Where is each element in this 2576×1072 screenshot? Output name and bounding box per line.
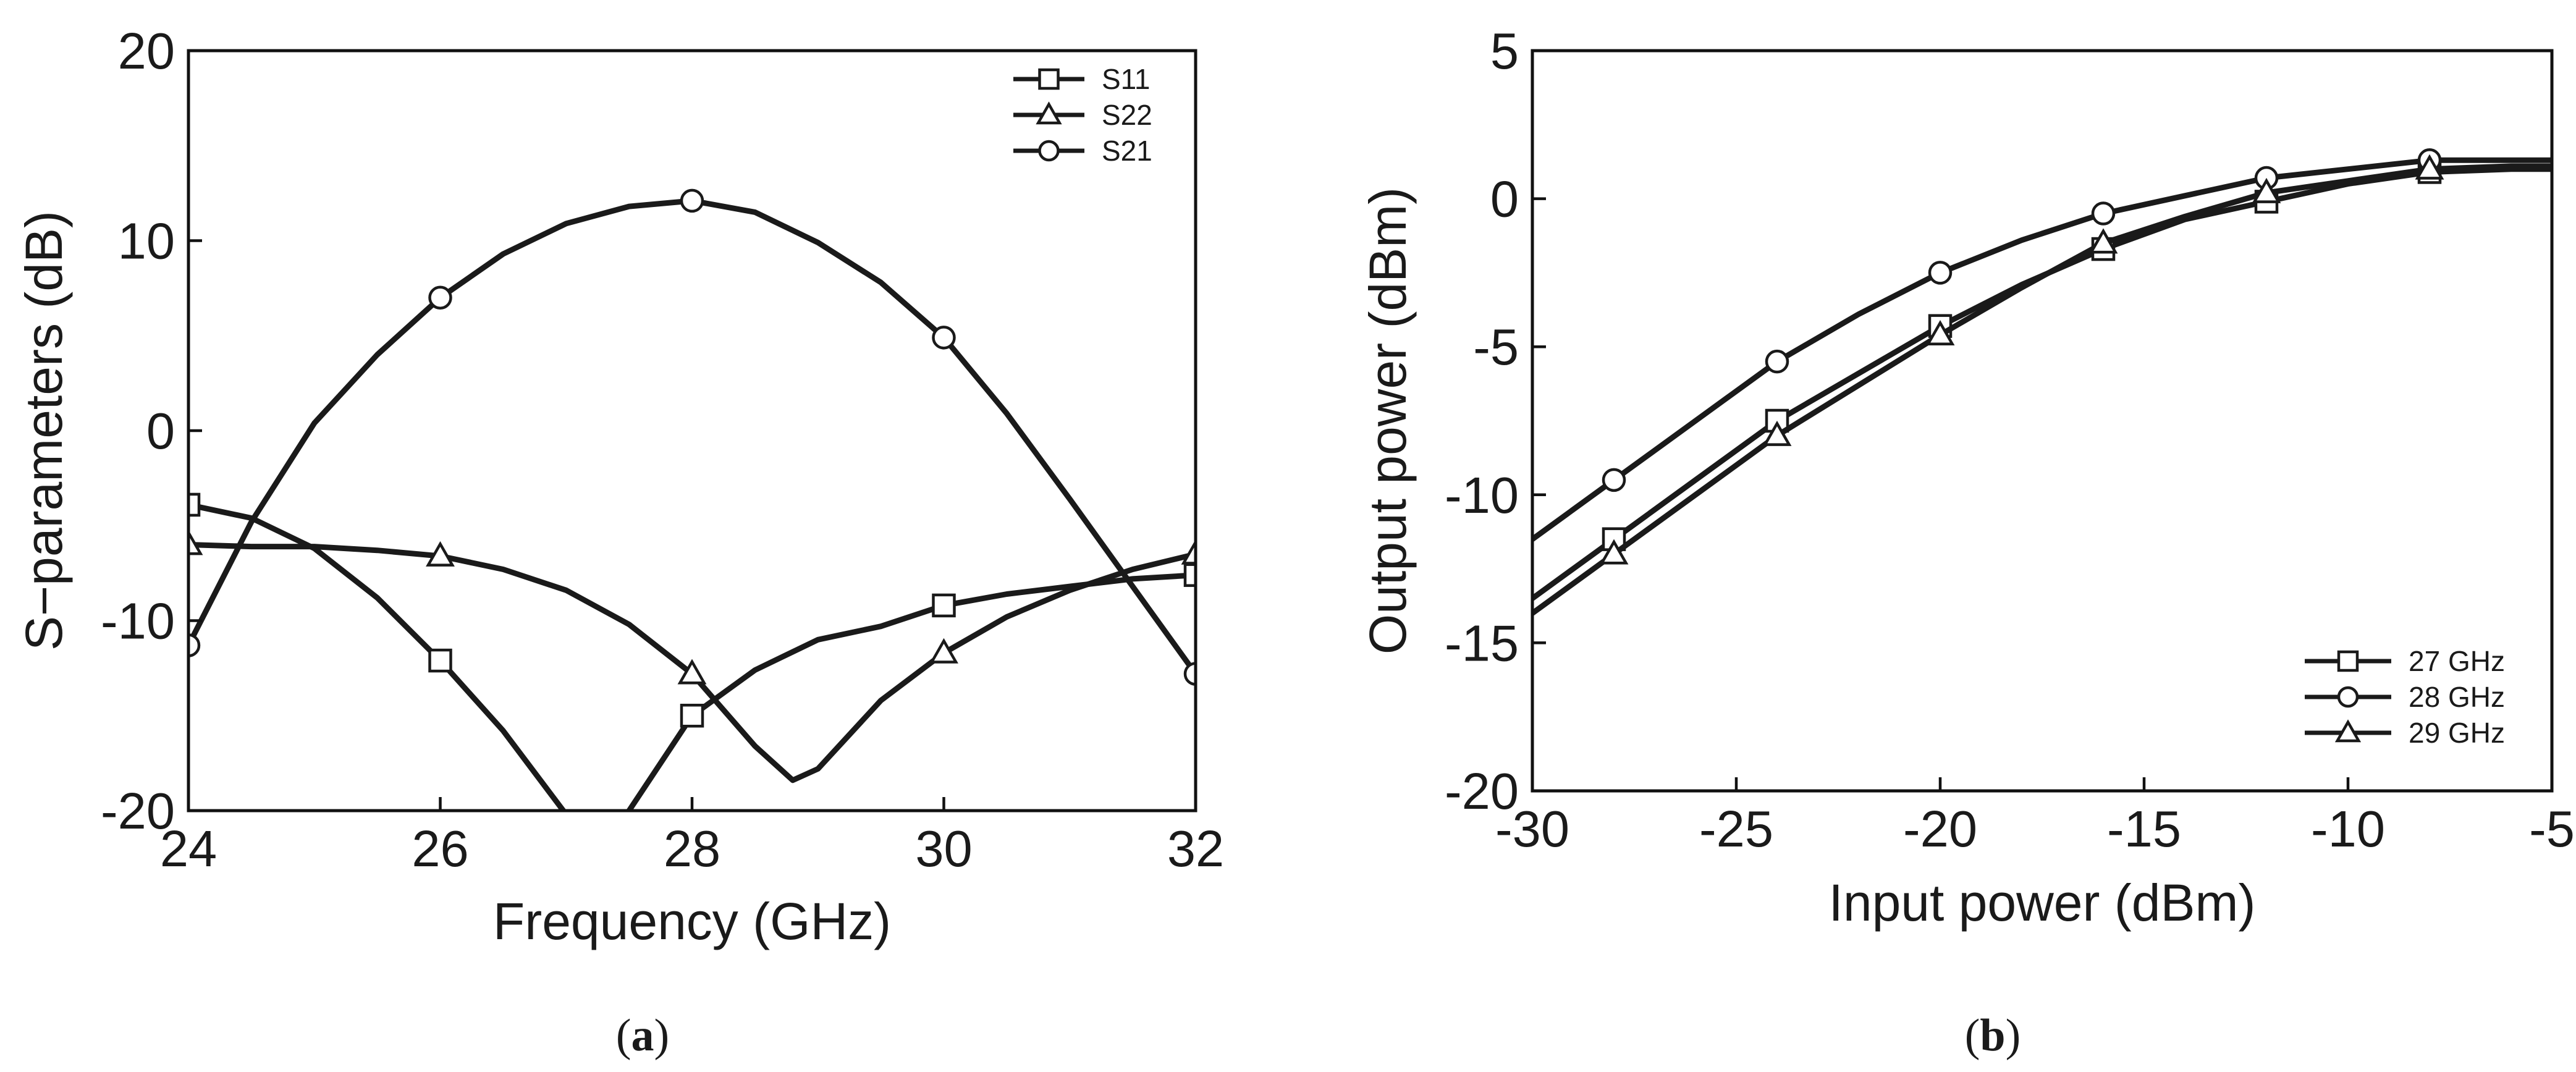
series-29-ghz-line: [1532, 163, 2552, 616]
x-tick-label: -20: [1903, 800, 1977, 858]
series-29-ghz-point: [2415, 154, 2444, 180]
y-tick-label: -10: [101, 593, 175, 650]
legend-s22-label: S22: [1102, 99, 1152, 131]
y-tick-label: -20: [101, 782, 175, 840]
series-28-ghz-point: [1765, 349, 1789, 374]
panel-a-caption: (a): [616, 1010, 669, 1061]
panel-a-x-axis-label: Frequency (GHz): [493, 892, 891, 950]
series-s22-point: [929, 638, 958, 664]
panel-b-y-axis-label: Output power (dBm): [1359, 187, 1417, 654]
x-tick-label: 30: [915, 820, 972, 877]
series-29-ghz-point: [2088, 228, 2118, 254]
x-tick-label: 26: [412, 820, 468, 877]
panel-b-axes-frame: [1531, 49, 2554, 793]
x-tick-label: 28: [664, 820, 720, 877]
panel-b-power-chart: -30 -25 -20 -15 -10 -5 -20 -15 -10 -5 0 5 Input pow…: [1359, 22, 2575, 1061]
series-s11-point: [680, 704, 704, 728]
panel-a-legend: S11 S22 S21: [1013, 63, 1152, 167]
series-28-ghz-point: [1602, 468, 1626, 492]
panel-a-s-parameters-chart: 24 26 28 30 32 -20 -10 0 10 20 Frequency (GHz) S−…: [15, 22, 1224, 1061]
y-tick-label: 20: [118, 22, 175, 80]
y-tick-label: -20: [1445, 762, 1519, 820]
series-s11-point: [1183, 563, 1196, 587]
y-tick-label: -5: [1473, 318, 1519, 376]
y-tick-label: 0: [146, 402, 175, 460]
legend-29-ghz-label: 29 GHz: [2409, 717, 2505, 749]
legend-28-ghz-marker: [2337, 686, 2359, 708]
panel-a-plot-area: [188, 188, 1196, 811]
panel-b-caption: (b): [1965, 1010, 2021, 1061]
legend-s11-label: S11: [1102, 63, 1150, 95]
legend-27-ghz-marker: [2337, 650, 2359, 672]
series-s21-point: [932, 326, 956, 350]
series-s22-line: [188, 542, 1196, 783]
x-tick-label: 24: [160, 820, 217, 877]
series-s22-point: [188, 530, 203, 555]
series-29-ghz-point: [2252, 177, 2281, 203]
series-29-ghz-point: [1925, 319, 1955, 345]
series-s11-point: [932, 593, 956, 618]
series-28-ghz-point: [1928, 261, 1953, 285]
y-tick-label: 5: [1490, 22, 1519, 80]
x-tick-label: -15: [2107, 800, 2181, 858]
x-tick-label: 32: [1167, 820, 1224, 877]
series-s11-point: [428, 648, 452, 673]
series-s21-point: [680, 188, 704, 213]
series-29-ghz-point: [1762, 420, 1792, 446]
legend-s21-label: S21: [1102, 135, 1152, 167]
panel-b-ticks: -30 -25 -20 -15 -10 -5 -20 -15 -10 -5 0 5: [1445, 22, 2575, 858]
series-s22-point: [1181, 539, 1196, 565]
x-tick-label: -10: [2311, 800, 2385, 858]
x-tick-label: -25: [1699, 800, 1773, 858]
series-29-ghz-point: [1599, 539, 1629, 565]
series-s11-point: [188, 492, 201, 517]
legend-s22-marker: [1036, 101, 1062, 125]
panel-a-ticks: 24 26 28 30 32 -20 -10 0 10 20: [101, 22, 1224, 877]
legend-27-ghz-label: 27 GHz: [2409, 645, 2505, 677]
legend-28-ghz-label: 28 GHz: [2409, 681, 2505, 713]
series-s21-point: [428, 285, 452, 310]
y-tick-label: -10: [1445, 466, 1519, 524]
panel-b-plot-area: [1532, 148, 2552, 616]
series-28-ghz-line: [1532, 157, 2552, 542]
series-s22-point: [426, 541, 455, 567]
y-tick-label: 0: [1490, 171, 1519, 228]
y-tick-label: -15: [1445, 614, 1519, 672]
panel-b-legend: 27 GHz 28 GHz 29 GHz: [2305, 645, 2505, 749]
series-28-ghz-point: [2091, 201, 2116, 226]
series-s11-line: [188, 502, 1196, 811]
series-s21-point: [1183, 662, 1196, 686]
legend-s21-marker: [1038, 140, 1060, 162]
series-s22-point: [677, 659, 707, 685]
legend-s11-marker: [1038, 68, 1060, 90]
x-tick-label: -30: [1495, 800, 1569, 858]
panel-a-y-axis-label: S−parameters (dB): [15, 211, 73, 651]
x-tick-label: -5: [2529, 800, 2575, 858]
panel-a-axes-frame: [187, 49, 1197, 812]
y-tick-label: 10: [118, 213, 175, 270]
legend-29-ghz-marker: [2334, 719, 2362, 743]
series-s21-point: [188, 633, 201, 657]
panel-b-x-axis-label: Input power (dBm): [1829, 874, 2256, 932]
